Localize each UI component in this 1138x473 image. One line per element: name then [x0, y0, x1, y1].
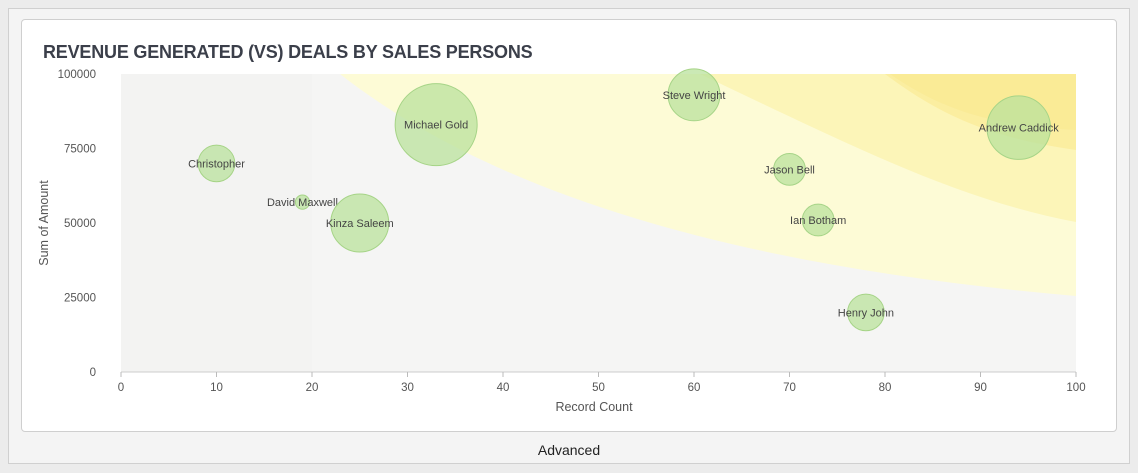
bubble-label: Henry John	[838, 307, 894, 319]
x-tick-label: 70	[783, 382, 796, 394]
x-tick-label: 90	[974, 382, 987, 394]
y-ticks: 0 25000 50000 75000 100000	[58, 69, 96, 379]
x-tick-label: 60	[688, 382, 701, 394]
bubble-label: Andrew Caddick	[979, 123, 1060, 135]
zone-left-band	[121, 74, 312, 372]
x-tick-label: 40	[497, 382, 510, 394]
bubble-point[interactable]	[847, 293, 885, 332]
bubble-point[interactable]	[801, 203, 835, 237]
x-tick-label: 10	[210, 382, 223, 394]
bubble-label: Steve Wright	[663, 90, 726, 102]
x-ticks: 0 10 20 30 40 50 60 70 80 90 100	[118, 372, 1086, 394]
bubble-label: Ian Botham	[790, 215, 846, 227]
bubbles: Christopher David Maxwell Kinza Saleem Mich…	[188, 68, 1060, 332]
x-tick-label: 30	[401, 382, 414, 394]
y-tick-label: 75000	[64, 144, 96, 156]
x-tick-label: 0	[118, 382, 124, 394]
bubble-point[interactable]	[667, 68, 721, 122]
bubble-label: Jason Bell	[764, 164, 815, 176]
y-tick-label: 50000	[64, 218, 96, 230]
bubble-label: Kinza Saleem	[326, 218, 394, 230]
y-tick-label: 25000	[64, 293, 96, 305]
y-axis-title: Sum of Amount	[37, 180, 51, 266]
bubble-point[interactable]	[294, 194, 311, 210]
x-tick-label: 100	[1066, 382, 1085, 394]
x-axis-title: Record Count	[555, 400, 633, 414]
x-tick-label: 80	[879, 382, 892, 394]
plot-background	[121, 74, 1076, 372]
bubble-point[interactable]	[773, 152, 806, 186]
x-tick-label: 20	[306, 382, 319, 394]
bubble-label: Christopher	[188, 158, 245, 170]
bubble-point[interactable]	[394, 83, 478, 167]
x-tick-label: 50	[592, 382, 605, 394]
y-tick-label: 0	[90, 367, 96, 379]
bubble-label: David Maxwell	[267, 197, 338, 209]
footer-label: Advanced	[537, 442, 601, 458]
bubble-label: Michael Gold	[404, 120, 468, 132]
bubble-point[interactable]	[330, 193, 390, 253]
bubble-point[interactable]	[197, 144, 236, 183]
bubble-point[interactable]	[986, 95, 1051, 160]
chart-title: REVENUE GENERATED (VS) DEALS BY SALES PE…	[43, 42, 533, 62]
y-tick-label: 100000	[58, 69, 96, 81]
